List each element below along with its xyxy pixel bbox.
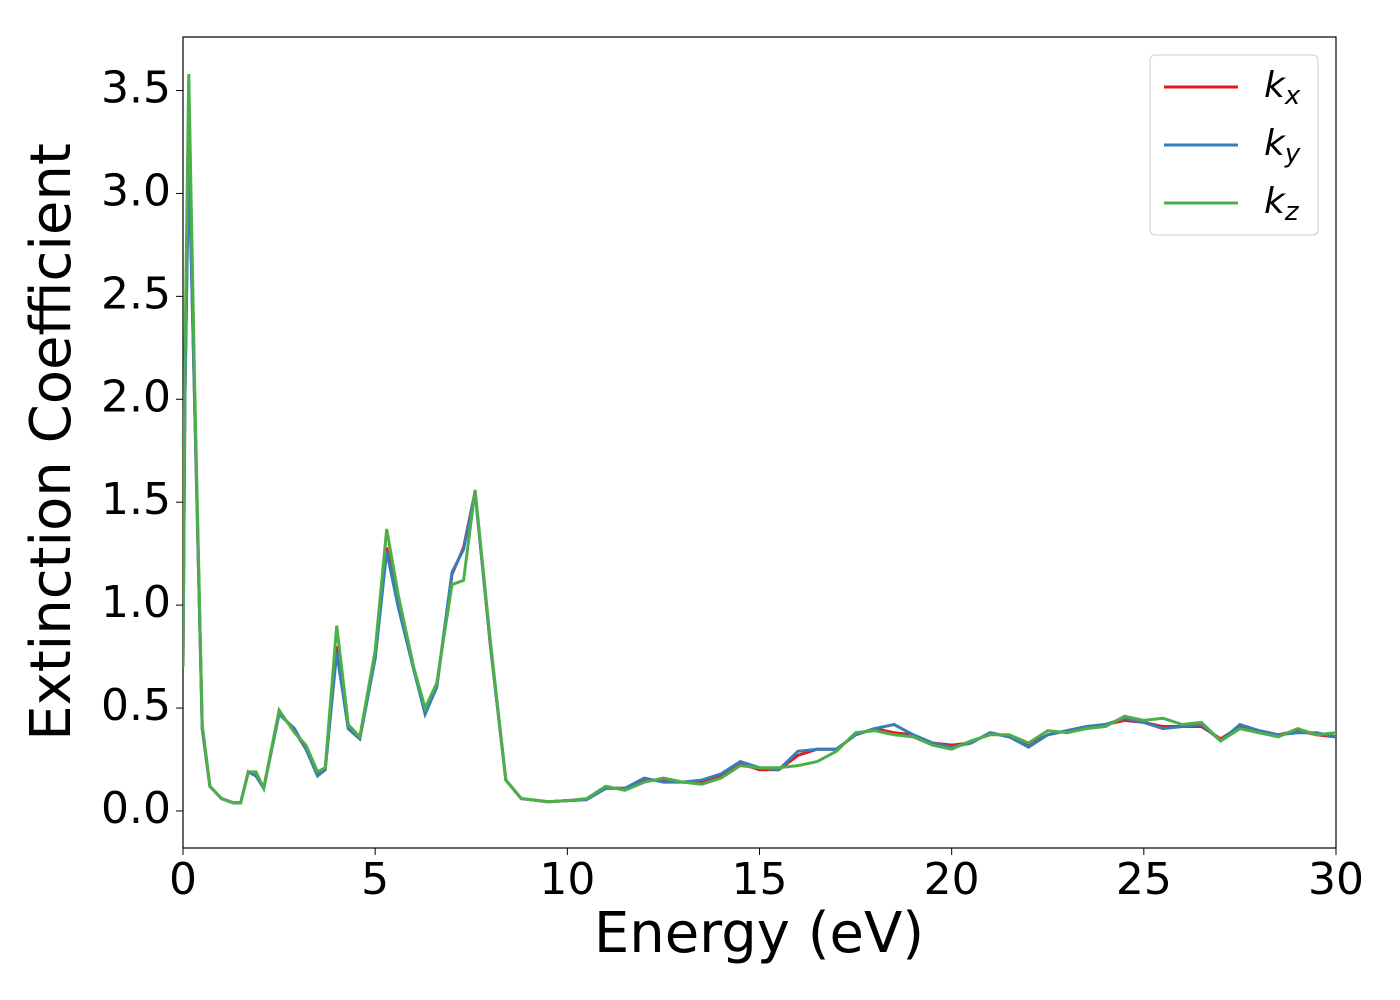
data-line xyxy=(183,144,1336,805)
y-tick-label: 1.5 xyxy=(101,474,171,525)
x-tick-label: 15 xyxy=(732,854,788,905)
y-tick-label: 1.0 xyxy=(101,577,171,628)
data-line xyxy=(183,74,1336,805)
y-tick-label: 3.5 xyxy=(101,63,171,114)
y-axis-label: Extinction Coefficient xyxy=(19,143,84,741)
x-tick-label: 0 xyxy=(169,854,197,905)
y-tick-label: 2.5 xyxy=(101,268,171,319)
y-tick-label: 0.0 xyxy=(101,783,171,834)
legend-label: kz xyxy=(1264,181,1300,227)
x-axis-label: Energy (eV) xyxy=(594,901,924,966)
y-tick-label: 3.0 xyxy=(101,165,171,216)
x-tick-label: 5 xyxy=(361,854,389,905)
legend-label: ky xyxy=(1264,123,1301,169)
x-tick-label: 30 xyxy=(1308,854,1364,905)
x-tick-label: 10 xyxy=(539,854,595,905)
x-tick-label: 25 xyxy=(1116,854,1172,905)
y-tick-label: 0.5 xyxy=(101,680,171,731)
data-line xyxy=(183,156,1336,805)
legend-label: kx xyxy=(1264,65,1301,111)
x-tick-label: 20 xyxy=(924,854,980,905)
y-tick-label: 2.0 xyxy=(101,371,171,422)
